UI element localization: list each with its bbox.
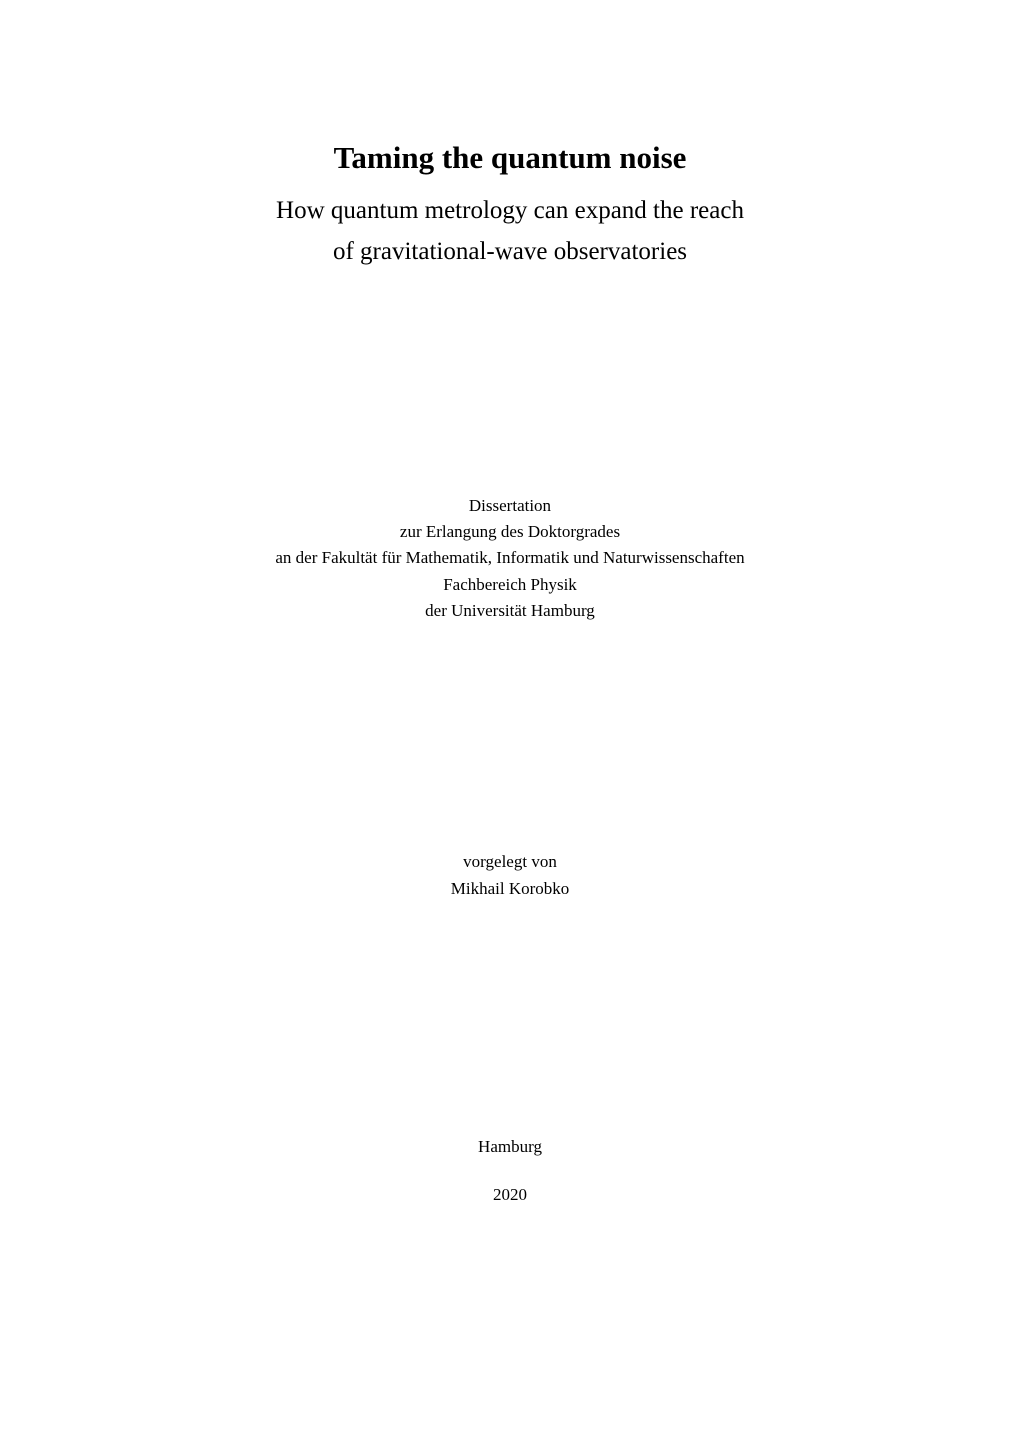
thesis-subtitle-line2: of gravitational-wave observatories bbox=[333, 231, 687, 272]
presented-by-label: vorgelegt von bbox=[451, 849, 570, 875]
place: Hamburg bbox=[478, 1137, 542, 1157]
author-name: Mikhail Korobko bbox=[451, 876, 570, 902]
dissertation-line-department: Fachbereich Physik bbox=[275, 572, 744, 598]
dissertation-block: Dissertation zur Erlangung des Doktorgra… bbox=[275, 493, 744, 625]
title-page: Taming the quantum noise How quantum met… bbox=[0, 0, 1020, 1442]
dissertation-line-university: der Universität Hamburg bbox=[275, 598, 744, 624]
dissertation-line-degree: zur Erlangung des Doktorgrades bbox=[275, 519, 744, 545]
dissertation-line-type: Dissertation bbox=[275, 493, 744, 519]
dissertation-line-faculty: an der Fakultät für Mathematik, Informat… bbox=[275, 545, 744, 571]
year: 2020 bbox=[493, 1185, 527, 1205]
author-block: vorgelegt von Mikhail Korobko bbox=[451, 849, 570, 902]
thesis-title: Taming the quantum noise bbox=[334, 140, 687, 176]
thesis-subtitle-line1: How quantum metrology can expand the rea… bbox=[276, 190, 744, 231]
